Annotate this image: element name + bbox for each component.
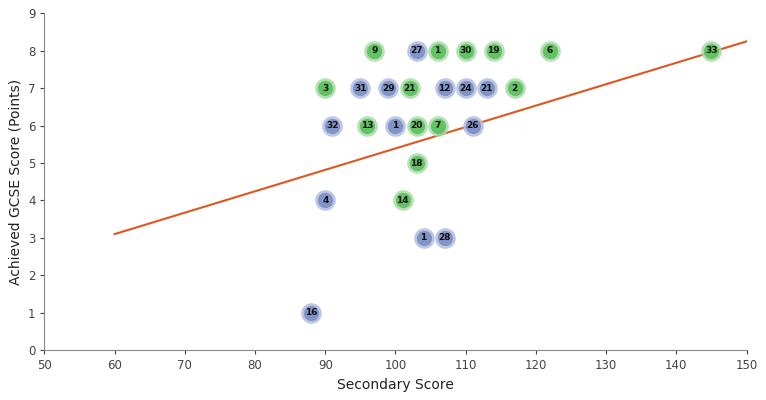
Point: [396, 197, 408, 204]
Text: 7: 7: [434, 121, 440, 130]
Point: [382, 85, 394, 91]
Text: 27: 27: [411, 46, 423, 55]
Text: 29: 29: [382, 84, 394, 93]
Point: [438, 235, 450, 241]
Point: [319, 197, 332, 204]
Text: 19: 19: [487, 46, 500, 55]
Text: 4: 4: [322, 196, 329, 205]
Text: 31: 31: [354, 84, 367, 93]
Point: [326, 122, 339, 129]
Point: [417, 235, 430, 241]
Point: [404, 85, 416, 91]
Point: [431, 48, 444, 54]
Point: [544, 48, 556, 54]
Point: [411, 48, 423, 54]
Point: [460, 85, 472, 91]
Point: [368, 48, 381, 54]
Point: [362, 122, 374, 129]
Y-axis label: Achieved GCSE Score (Points): Achieved GCSE Score (Points): [8, 79, 22, 285]
Point: [362, 122, 374, 129]
Point: [488, 48, 500, 54]
Point: [480, 85, 493, 91]
Point: [319, 85, 332, 91]
Text: 18: 18: [411, 158, 423, 168]
Text: 9: 9: [372, 46, 378, 55]
Text: 1: 1: [434, 46, 440, 55]
Text: 21: 21: [403, 84, 416, 93]
X-axis label: Secondary Score: Secondary Score: [337, 378, 454, 392]
Point: [460, 85, 472, 91]
Point: [438, 85, 450, 91]
Point: [417, 235, 430, 241]
Text: 16: 16: [305, 308, 317, 317]
Text: 14: 14: [396, 196, 409, 205]
Point: [431, 48, 444, 54]
Text: 12: 12: [438, 84, 451, 93]
Point: [438, 85, 450, 91]
Point: [319, 197, 332, 204]
Point: [509, 85, 521, 91]
Point: [411, 160, 423, 166]
Point: [354, 85, 366, 91]
Point: [382, 85, 394, 91]
Point: [705, 48, 718, 54]
Point: [411, 122, 423, 129]
Point: [404, 85, 416, 91]
Point: [396, 197, 408, 204]
Text: 26: 26: [466, 121, 479, 130]
Text: 3: 3: [322, 84, 329, 93]
Point: [509, 85, 521, 91]
Point: [319, 85, 332, 91]
Point: [544, 48, 556, 54]
Point: [460, 48, 472, 54]
Text: 33: 33: [705, 46, 718, 55]
Point: [480, 85, 493, 91]
Point: [431, 122, 444, 129]
Point: [326, 122, 339, 129]
Point: [466, 122, 479, 129]
Text: 13: 13: [361, 121, 374, 130]
Text: 21: 21: [480, 84, 493, 93]
Point: [438, 235, 450, 241]
Point: [460, 48, 472, 54]
Point: [305, 310, 317, 316]
Text: 30: 30: [460, 46, 472, 55]
Text: 6: 6: [547, 46, 553, 55]
Point: [705, 48, 718, 54]
Text: 20: 20: [411, 121, 423, 130]
Point: [411, 48, 423, 54]
Text: 32: 32: [326, 121, 339, 130]
Text: 1: 1: [392, 121, 398, 130]
Text: 2: 2: [512, 84, 518, 93]
Point: [354, 85, 366, 91]
Point: [466, 122, 479, 129]
Point: [411, 122, 423, 129]
Point: [305, 310, 317, 316]
Point: [431, 122, 444, 129]
Point: [411, 160, 423, 166]
Text: 1: 1: [421, 233, 427, 242]
Point: [368, 48, 381, 54]
Text: 24: 24: [460, 84, 472, 93]
Point: [389, 122, 401, 129]
Point: [488, 48, 500, 54]
Text: 28: 28: [438, 233, 451, 242]
Point: [389, 122, 401, 129]
